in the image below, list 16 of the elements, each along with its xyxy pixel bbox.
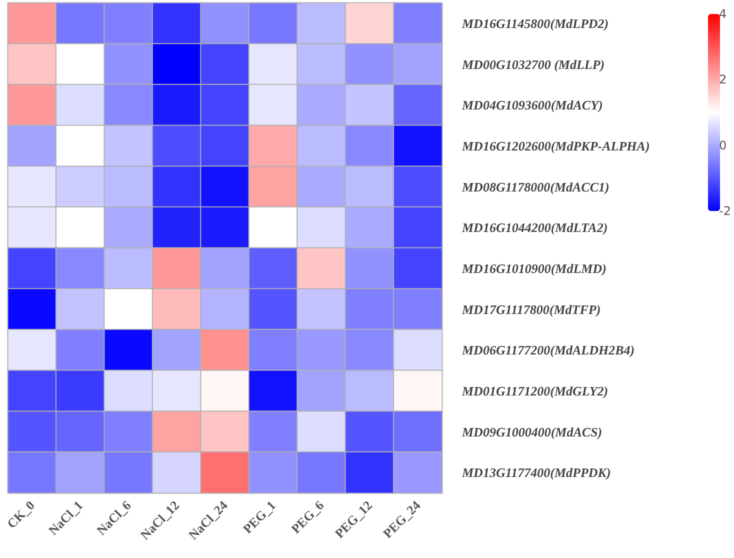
y-tick-label: MD08G1178000(MdACC1) (461, 179, 610, 194)
y-tick-label: MD17G1117800(MdTFP) (461, 302, 601, 317)
color-bar-label: 0 (719, 138, 727, 152)
y-tick-label: MD16G1145800(MdLPD2) (461, 16, 609, 31)
y-tick-label: MD16G1202600(MdPKP-ALPHA) (461, 138, 650, 154)
y-tick-label: MD04G1093600(MdACY) (461, 98, 603, 113)
color-bar-label: 4 (719, 7, 727, 21)
y-tick-label: MD16G1044200(MdLTA2) (461, 220, 608, 236)
y-tick-label: MD00G1032700 (MdLLP) (461, 56, 605, 72)
y-tick-label: MD16G1010900(MdLMD) (461, 260, 606, 276)
y-tick-label: MD13G1177400(MdPPDK) (461, 465, 611, 480)
color-bar-label: 2 (719, 72, 727, 87)
y-tick-label: MD06G1177200(MdALDH2B4) (461, 342, 635, 358)
color-bar-label: -2 (719, 204, 732, 218)
y-tick-label: MD01G1171200(MdGLY2) (461, 383, 608, 398)
y-tick-label: MD09G1000400(MdACS) (461, 424, 602, 440)
